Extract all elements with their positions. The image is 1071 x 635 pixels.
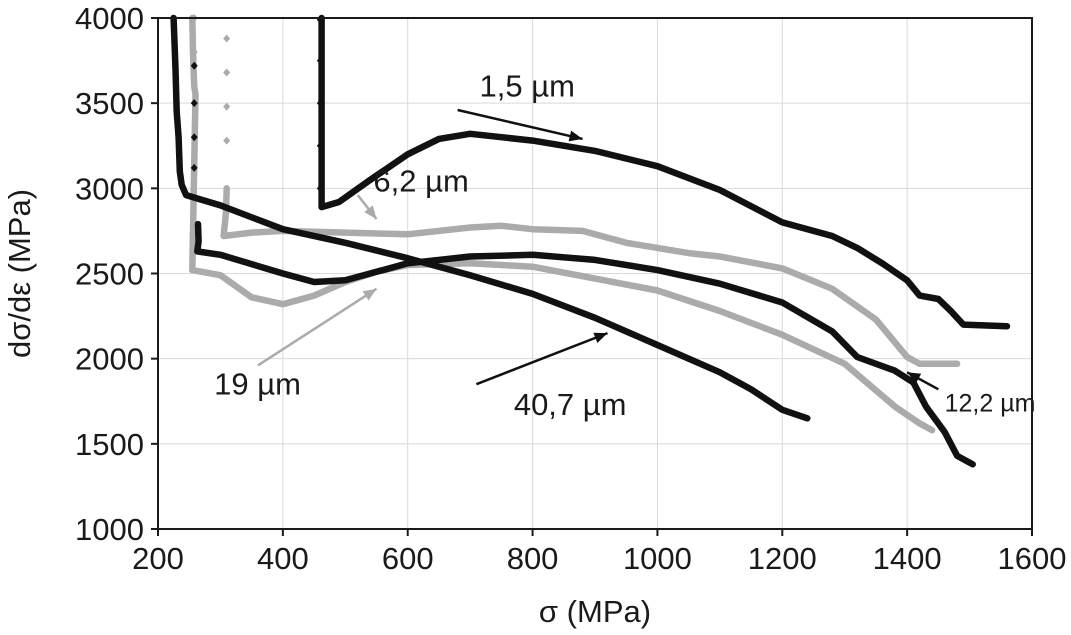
x-tick-label: 1600 <box>998 541 1067 576</box>
y-axis-title: dσ/dε (MPa) <box>2 189 37 358</box>
series-1-5-m <box>316 14 1011 330</box>
y-tick-label: 4000 <box>75 1 144 36</box>
y-tick-label: 2000 <box>75 342 144 377</box>
tick-layer: 200 400 600 800 1000 1200 1400 1600 1000 1500 2000… <box>75 1 1066 576</box>
spike-marker <box>223 102 231 111</box>
annotation-arrowhead <box>907 372 922 384</box>
x-tick-label: 1000 <box>623 541 692 576</box>
x-tick-label: 400 <box>257 541 309 576</box>
x-tick-label: 200 <box>132 541 184 576</box>
spike-marker <box>316 99 324 108</box>
annotation-arrow-line <box>257 287 378 367</box>
series-6-2-m <box>220 34 961 368</box>
annotation-arrow-line <box>457 108 583 141</box>
spike-marker <box>190 163 198 172</box>
x-tick-label: 800 <box>507 541 559 576</box>
spike-marker <box>190 82 198 91</box>
spike-marker <box>190 61 198 70</box>
annotation-label-40-7-m: 40,7 µm <box>514 387 627 422</box>
x-axis-title: σ (MPa) <box>539 594 651 629</box>
annotation-arrowhead <box>568 130 583 142</box>
annotation-arrowhead <box>593 332 608 343</box>
series-line-6-2-m <box>220 185 961 368</box>
spike-marker <box>223 136 231 145</box>
annotation-arrowhead <box>364 205 377 219</box>
series-line-1-5-m <box>318 14 1011 330</box>
series-line-12-2-m <box>194 220 976 468</box>
spike-marker <box>316 141 324 150</box>
spike-marker <box>190 48 198 57</box>
y-tick-label: 3000 <box>75 171 144 206</box>
annotation-arrow-line <box>475 331 608 386</box>
series-line-40-7-m <box>170 14 811 422</box>
y-tick-label: 1500 <box>75 427 144 462</box>
y-tick-label: 2500 <box>75 257 144 292</box>
annotation-arrowhead <box>362 288 377 301</box>
spike-marker <box>316 56 324 65</box>
annotation-label-12-2-m: 12,2 µm <box>945 389 1036 417</box>
series-40-7-m <box>170 14 811 422</box>
annotation-label-19-m: 19 µm <box>214 366 301 401</box>
annotation-label-1-5-m: 1,5 µm <box>480 68 575 103</box>
spike-marker <box>223 68 231 77</box>
spike-marker <box>223 34 231 43</box>
annotation-label-6-2-m: 6,2 µm <box>373 164 468 199</box>
grid-layer <box>158 18 1032 529</box>
x-tick-label: 1400 <box>873 541 942 576</box>
annotation-layer: 1,5 µm 6,2 µm 19 µm 40,7 µm 12,2 µm <box>214 68 1035 422</box>
x-tick-label: 600 <box>382 541 434 576</box>
y-tick-label: 1000 <box>75 512 144 547</box>
spike-marker <box>190 99 198 108</box>
y-tick-label: 3500 <box>75 86 144 121</box>
series-12-2-m <box>194 220 976 468</box>
spike-marker <box>316 184 324 193</box>
spike-marker <box>190 133 198 142</box>
series-layer <box>170 14 1011 468</box>
x-tick-label: 1200 <box>748 541 817 576</box>
